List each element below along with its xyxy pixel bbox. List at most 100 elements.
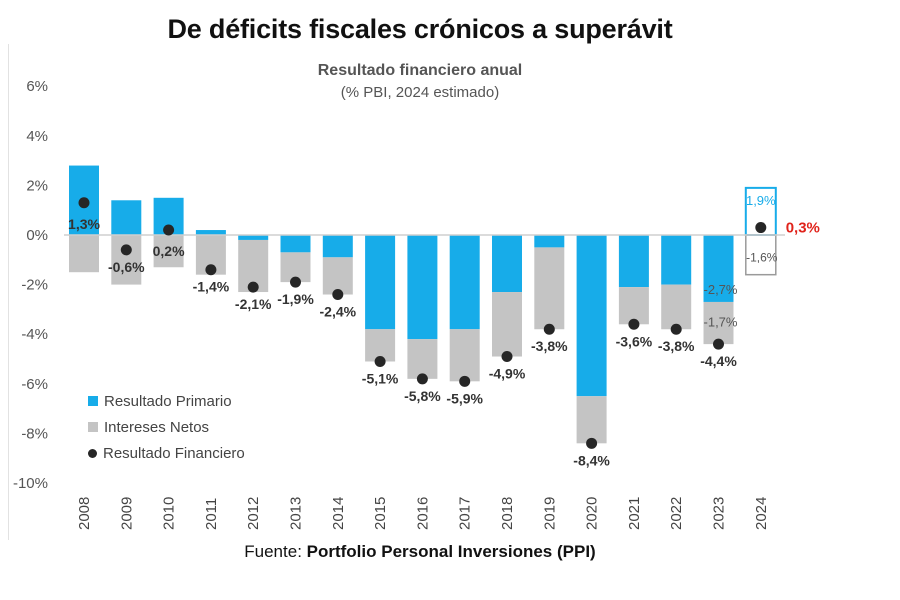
x-tick-label: 2020 bbox=[584, 497, 601, 530]
data-label-financiero: -0,6% bbox=[108, 259, 145, 275]
bar-primario bbox=[449, 235, 480, 330]
main-title: De déficits fiscales crónicos a superávi… bbox=[167, 14, 673, 44]
data-label-financiero: -2,4% bbox=[320, 304, 357, 320]
bar-intereses bbox=[153, 235, 184, 268]
legend-dot-financiero bbox=[88, 448, 97, 458]
bar-primario bbox=[703, 235, 734, 302]
legend-label-primario: Resultado Primario bbox=[104, 392, 232, 410]
x-tick-label: 2016 bbox=[414, 497, 431, 530]
x-tick-label: 2009 bbox=[118, 497, 135, 530]
data-label-financiero: -4,4% bbox=[700, 353, 737, 369]
annotation-label: 1,9% bbox=[746, 193, 776, 208]
data-label-financiero: -3,8% bbox=[531, 338, 568, 354]
legend: Resultado Primario Intereses Netos Resul… bbox=[88, 388, 245, 466]
legend-label-intereses: Intereses Netos bbox=[104, 418, 210, 436]
x-tick-label: 2011 bbox=[203, 498, 220, 530]
x-tick-label: 2014 bbox=[330, 497, 347, 530]
point-financiero bbox=[416, 373, 428, 385]
point-financiero bbox=[163, 224, 175, 236]
x-tick-label: 2012 bbox=[245, 497, 262, 530]
point-financiero bbox=[543, 323, 555, 335]
data-label-financiero: 0,2% bbox=[153, 243, 185, 259]
bar-intereses bbox=[492, 292, 522, 357]
x-tick-label: 2010 bbox=[161, 497, 178, 530]
legend-item-financiero: Resultado Financiero bbox=[88, 440, 245, 466]
bar-primario bbox=[618, 235, 649, 288]
y-tick-label: 2% bbox=[26, 177, 48, 194]
y-tick-label: -2% bbox=[21, 277, 48, 294]
x-tick-label: 2022 bbox=[668, 497, 685, 530]
point-financiero bbox=[628, 318, 640, 330]
bar-intereses bbox=[322, 257, 353, 295]
bar-intereses bbox=[407, 339, 438, 379]
source-prefix: Fuente: bbox=[244, 542, 307, 561]
point-financiero bbox=[670, 323, 682, 335]
bar-primario bbox=[280, 235, 311, 253]
point-financiero bbox=[205, 264, 217, 276]
chart-subtitle: Resultado financiero anual bbox=[317, 62, 523, 79]
x-tick-label: 2017 bbox=[457, 497, 474, 530]
legend-label-financiero: Resultado Financiero bbox=[103, 444, 245, 462]
x-tick-label: 2018 bbox=[499, 497, 516, 530]
legend-item-primario: Resultado Primario bbox=[88, 388, 245, 414]
data-label-financiero: -4,9% bbox=[489, 366, 526, 382]
data-label-financiero: -5,9% bbox=[446, 390, 483, 406]
point-financiero bbox=[332, 289, 344, 301]
data-label-financiero: 0,3% bbox=[786, 220, 820, 237]
x-tick-label: 2021 bbox=[626, 497, 643, 530]
y-tick-label: 4% bbox=[26, 128, 48, 145]
bar-intereses bbox=[69, 235, 99, 273]
bar-intereses bbox=[534, 247, 565, 330]
bar-primario bbox=[661, 235, 692, 285]
y-tick-label: -4% bbox=[21, 326, 48, 343]
bar-primario bbox=[492, 235, 522, 293]
y-tick-label: -8% bbox=[21, 425, 48, 442]
point-financiero bbox=[755, 222, 767, 234]
data-label-financiero: -1,9% bbox=[277, 291, 314, 307]
bar-primario bbox=[195, 230, 226, 235]
bar-primario bbox=[111, 200, 142, 235]
data-label-financiero: -5,1% bbox=[362, 370, 399, 386]
y-tick-label: 6% bbox=[26, 78, 48, 95]
data-label-financiero: 1,3% bbox=[68, 216, 100, 232]
point-financiero bbox=[501, 351, 513, 363]
bar-primario bbox=[576, 235, 607, 397]
point-financiero bbox=[290, 276, 301, 288]
bar-primario bbox=[365, 235, 396, 330]
bar-intereses bbox=[449, 329, 480, 382]
data-label-financiero: -1,4% bbox=[193, 279, 230, 295]
bar-intereses bbox=[576, 396, 607, 444]
y-tick-label: -6% bbox=[21, 376, 48, 393]
point-financiero bbox=[586, 437, 598, 449]
bar-intereses bbox=[703, 301, 734, 345]
annotation-label: -1,6% bbox=[746, 250, 778, 264]
x-tick-label: 2015 bbox=[372, 497, 389, 530]
bar-primario bbox=[534, 235, 565, 248]
point-financiero bbox=[247, 281, 259, 293]
chart-subtitle-units: (% PBI, 2024 estimado) bbox=[340, 84, 500, 101]
source-note: Fuente: Portfolio Personal Inversiones (… bbox=[0, 542, 840, 562]
bar-intereses bbox=[618, 287, 649, 325]
point-financiero bbox=[459, 375, 471, 387]
bar-primario bbox=[238, 235, 269, 240]
legend-swatch-intereses bbox=[88, 422, 98, 432]
bar-intereses bbox=[661, 284, 692, 330]
x-tick-label: 2023 bbox=[711, 497, 728, 530]
data-label-financiero: -3,6% bbox=[616, 333, 653, 349]
x-tick-label: 2024 bbox=[753, 497, 770, 530]
data-label-financiero: -8,4% bbox=[573, 452, 610, 468]
bar-primario bbox=[322, 235, 353, 258]
legend-swatch-primario bbox=[88, 396, 98, 406]
left-rule bbox=[8, 44, 9, 540]
annotation-label: -1,7% bbox=[704, 314, 738, 329]
x-tick-label: 2019 bbox=[541, 497, 558, 530]
y-tick-label: -10% bbox=[13, 475, 48, 492]
point-financiero bbox=[713, 338, 724, 350]
annotation-label: -2,7% bbox=[704, 282, 738, 297]
point-financiero bbox=[120, 244, 132, 256]
y-tick-label: 0% bbox=[26, 227, 48, 244]
data-label-financiero: -3,8% bbox=[658, 338, 695, 354]
x-tick-label: 2013 bbox=[288, 497, 305, 530]
point-financiero bbox=[78, 197, 90, 209]
